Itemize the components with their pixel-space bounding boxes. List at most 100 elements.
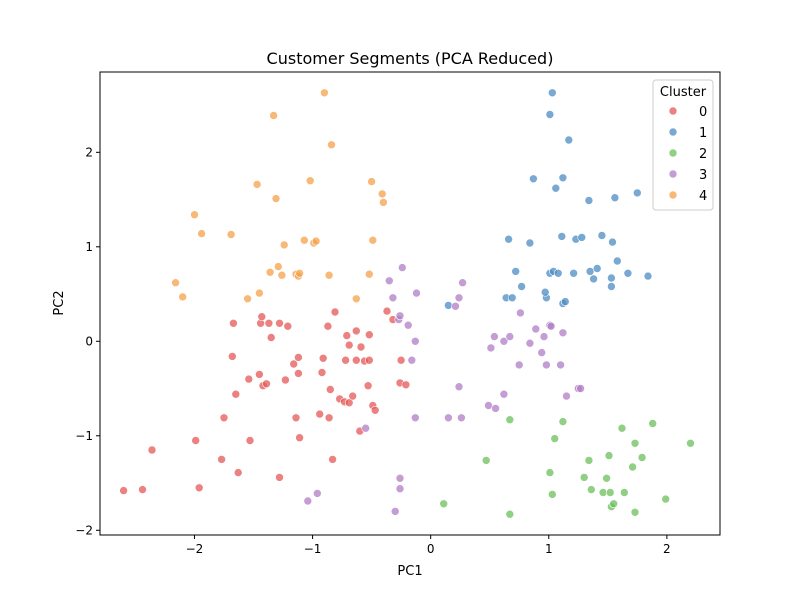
data-point-cluster-3 <box>410 413 420 423</box>
legend-marker-4 <box>668 190 678 200</box>
data-point-cluster-3 <box>412 288 421 298</box>
data-point-cluster-1 <box>444 301 453 310</box>
data-point-cluster-3 <box>491 404 500 413</box>
data-point-cluster-3 <box>395 473 405 483</box>
legend-marker-2 <box>668 148 678 158</box>
data-point-cluster-2 <box>481 456 491 465</box>
data-point-cluster-1 <box>589 274 598 284</box>
data-point-cluster-4 <box>178 292 187 302</box>
data-point-cluster-3 <box>525 338 535 348</box>
data-point-cluster-0 <box>283 321 293 331</box>
data-point-cluster-0 <box>295 433 304 443</box>
data-point-cluster-3 <box>576 384 585 393</box>
y-tick-label: 0 <box>85 334 93 348</box>
legend-label-1: 1 <box>699 126 707 141</box>
data-point-cluster-0 <box>275 318 284 328</box>
data-point-cluster-3 <box>505 332 515 341</box>
y-tick-label: −2 <box>75 523 93 537</box>
data-point-cluster-3 <box>312 489 322 498</box>
data-point-cluster-1 <box>607 273 616 283</box>
data-point-cluster-2 <box>604 451 614 460</box>
data-point-cluster-3 <box>514 360 524 370</box>
data-point-cluster-1 <box>643 271 653 281</box>
legend-title: Cluster <box>660 85 707 100</box>
data-point-cluster-4 <box>377 189 387 199</box>
x-tick-label: −2 <box>186 542 204 556</box>
data-point-cluster-1 <box>608 237 617 247</box>
legend-marker-0 <box>668 106 678 116</box>
data-point-cluster-1 <box>553 268 563 278</box>
data-point-cluster-2 <box>558 417 568 426</box>
data-point-cluster-4 <box>277 270 287 280</box>
data-point-cluster-2 <box>648 419 658 428</box>
data-point-cluster-3 <box>490 332 499 341</box>
legend-items: 0 1 2 3 4 <box>668 105 707 204</box>
data-point-cluster-0 <box>245 436 255 445</box>
data-point-cluster-1 <box>607 282 616 291</box>
data-point-cluster-4 <box>295 268 304 278</box>
data-point-cluster-4 <box>265 267 275 277</box>
data-point-cluster-3 <box>562 391 571 401</box>
data-point-cluster-0 <box>228 352 237 361</box>
data-point-cluster-3 <box>537 348 547 357</box>
data-point-cluster-1 <box>585 267 595 276</box>
data-point-cluster-2 <box>619 488 629 497</box>
data-point-cluster-1 <box>529 174 538 184</box>
data-point-cluster-0 <box>351 355 361 365</box>
data-point-cluster-2 <box>617 423 627 433</box>
data-point-cluster-0 <box>294 369 303 378</box>
data-point-cluster-0 <box>289 359 299 369</box>
data-point-cluster-3 <box>410 336 420 346</box>
data-point-cluster-3 <box>558 328 568 338</box>
data-point-cluster-3 <box>444 413 453 423</box>
data-point-cluster-1 <box>547 88 557 98</box>
data-point-cluster-0 <box>255 370 264 379</box>
legend-label-3: 3 <box>699 168 707 183</box>
data-point-cluster-0 <box>382 306 392 316</box>
data-point-cluster-1 <box>623 268 633 278</box>
data-point-cluster-4 <box>311 236 321 246</box>
data-point-cluster-2 <box>579 473 589 482</box>
data-point-cluster-3 <box>542 360 551 370</box>
data-point-cluster-0 <box>328 455 337 464</box>
data-point-cluster-3 <box>539 332 549 341</box>
legend: Cluster 0 1 2 3 4 <box>652 79 714 211</box>
x-axis-label: PC1 <box>397 564 422 579</box>
data-point-cluster-3 <box>516 308 525 318</box>
data-point-cluster-2 <box>661 494 671 504</box>
legend-marker-3 <box>668 169 678 179</box>
data-point-cluster-3 <box>486 343 496 353</box>
data-point-cluster-2 <box>505 509 515 519</box>
data-point-cluster-0 <box>217 455 226 464</box>
data-point-cluster-1 <box>507 293 517 303</box>
data-point-cluster-2 <box>602 473 611 483</box>
data-point-cluster-3 <box>546 321 556 331</box>
y-tick-label: 2 <box>85 145 93 159</box>
data-point-cluster-0 <box>351 326 361 336</box>
data-point-cluster-0 <box>147 445 157 455</box>
data-point-cluster-0 <box>194 483 204 493</box>
data-point-cluster-4 <box>324 270 334 280</box>
data-point-cluster-1 <box>560 297 570 306</box>
data-point-cluster-0 <box>281 375 290 385</box>
data-point-cluster-0 <box>324 413 334 423</box>
data-point-cluster-1 <box>504 234 513 244</box>
data-point-cluster-2 <box>630 507 640 517</box>
legend-label-0: 0 <box>699 105 707 120</box>
data-point-cluster-1 <box>551 183 561 193</box>
data-point-cluster-2 <box>630 438 640 448</box>
data-point-cluster-0 <box>294 353 303 362</box>
data-point-cluster-1 <box>592 264 602 273</box>
data-point-cluster-0 <box>325 385 335 394</box>
x-tick-label: 2 <box>663 542 671 556</box>
data-point-cluster-1 <box>545 110 555 119</box>
data-point-cluster-3 <box>403 320 413 330</box>
data-point-cluster-1 <box>540 287 550 297</box>
data-point-cluster-0 <box>264 318 274 328</box>
data-point-cluster-0 <box>315 409 325 419</box>
points-layer <box>119 88 695 519</box>
data-point-cluster-1 <box>632 188 642 198</box>
data-point-cluster-3 <box>303 496 313 506</box>
data-point-cluster-0 <box>348 391 358 401</box>
data-point-cluster-0 <box>364 330 374 340</box>
